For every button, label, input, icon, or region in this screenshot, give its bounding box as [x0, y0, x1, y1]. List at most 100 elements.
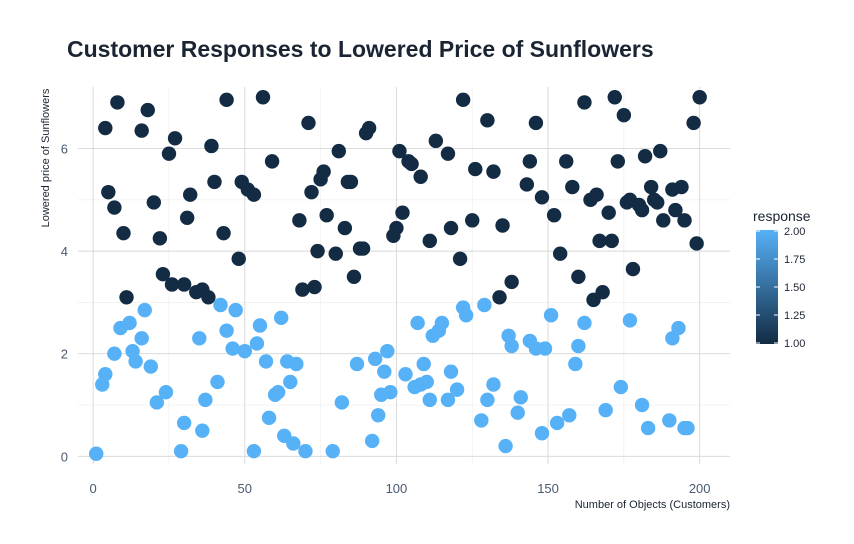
x-tick-label: 0: [90, 481, 97, 496]
data-point: [161, 146, 177, 161]
data-point: [252, 318, 268, 333]
data-point: [380, 343, 395, 359]
data-point: [286, 436, 301, 451]
data-point: [107, 346, 122, 361]
data-point: [204, 138, 219, 154]
data-point: [546, 208, 562, 223]
data-point: [246, 443, 262, 459]
data-point: [486, 164, 501, 179]
data-point: [255, 90, 271, 105]
x-tick-label: 150: [537, 481, 559, 496]
data-point: [449, 382, 465, 397]
y-tick-label: 4: [61, 244, 68, 259]
data-point: [228, 302, 243, 318]
data-point: [522, 154, 538, 169]
data-point: [389, 220, 404, 236]
data-point: [355, 241, 371, 256]
data-point: [601, 205, 616, 220]
data-point: [116, 225, 131, 241]
data-point: [152, 231, 168, 246]
data-point: [571, 269, 586, 284]
data-point: [498, 438, 513, 454]
data-point: [349, 356, 365, 372]
data-point: [149, 395, 165, 410]
data-point: [328, 246, 343, 261]
data-point: [577, 95, 592, 110]
data-point: [634, 202, 650, 218]
data-point: [653, 143, 668, 159]
data-point: [634, 397, 650, 413]
data-point: [504, 274, 519, 290]
data-point: [219, 323, 234, 338]
data-point: [307, 279, 322, 295]
data-point: [122, 315, 137, 331]
colorbar-tick-label: 1.50: [784, 282, 805, 294]
data-point: [519, 177, 535, 192]
data-point: [565, 179, 580, 195]
data-point: [549, 415, 565, 431]
data-point: [428, 133, 444, 149]
data-point: [301, 115, 316, 131]
data-point: [671, 320, 686, 336]
legend: response 1.00 1.25 1.50 1.75 2.00: [753, 208, 811, 350]
data-point: [155, 267, 171, 282]
data-point: [416, 356, 431, 372]
data-point: [292, 213, 307, 228]
x-tick-label: 50: [238, 481, 252, 496]
data-point: [319, 208, 334, 223]
data-point: [201, 290, 216, 305]
data-point: [656, 213, 671, 228]
y-tick-label: 6: [61, 142, 68, 157]
data-point: [119, 290, 134, 305]
data-point: [273, 310, 289, 326]
data-point: [213, 297, 228, 313]
x-tick-label: 200: [689, 481, 711, 496]
data-point: [283, 374, 298, 390]
data-point: [443, 220, 459, 236]
axis-ticks: 0 50 100 150 200 0 2 4 6: [61, 142, 711, 496]
data-point: [677, 213, 692, 228]
data-point: [364, 433, 380, 449]
data-point: [395, 205, 410, 220]
data-point: [674, 179, 689, 195]
data-point: [410, 315, 425, 331]
data-point: [261, 410, 277, 426]
data-point: [480, 113, 495, 128]
data-point: [110, 95, 125, 110]
data-point: [689, 236, 704, 251]
data-point: [492, 290, 507, 305]
data-point: [310, 243, 325, 259]
x-tick-label: 100: [386, 481, 408, 496]
data-point: [607, 90, 622, 105]
data-point: [622, 313, 638, 328]
data-point: [404, 156, 419, 172]
data-point: [210, 374, 225, 390]
colorbar-tick-label: 2.00: [784, 226, 805, 238]
data-point: [595, 284, 610, 300]
data-point: [440, 392, 456, 408]
data-point: [225, 341, 240, 356]
data-point: [640, 420, 656, 436]
data-point: [346, 269, 362, 284]
data-point: [577, 315, 592, 331]
data-point: [198, 392, 213, 408]
data-point: [331, 143, 346, 159]
data-point: [134, 123, 149, 138]
data-point: [568, 356, 583, 372]
data-point: [107, 200, 122, 215]
data-point: [179, 210, 195, 225]
data-point: [616, 108, 632, 123]
data-point: [559, 154, 574, 169]
data-point: [610, 154, 625, 169]
data-point: [216, 225, 231, 241]
data-point: [455, 92, 471, 108]
data-point: [183, 187, 198, 202]
data-point: [246, 187, 262, 202]
data-point: [231, 251, 246, 267]
y-axis-title: Lowered price of Sunflowers: [40, 88, 52, 227]
data-point: [137, 302, 152, 318]
colorbar-ticks: 1.00 1.25 1.50 1.75 2.00: [756, 226, 805, 350]
data-point: [304, 184, 319, 200]
data-point: [434, 315, 450, 331]
data-point: [88, 446, 104, 461]
